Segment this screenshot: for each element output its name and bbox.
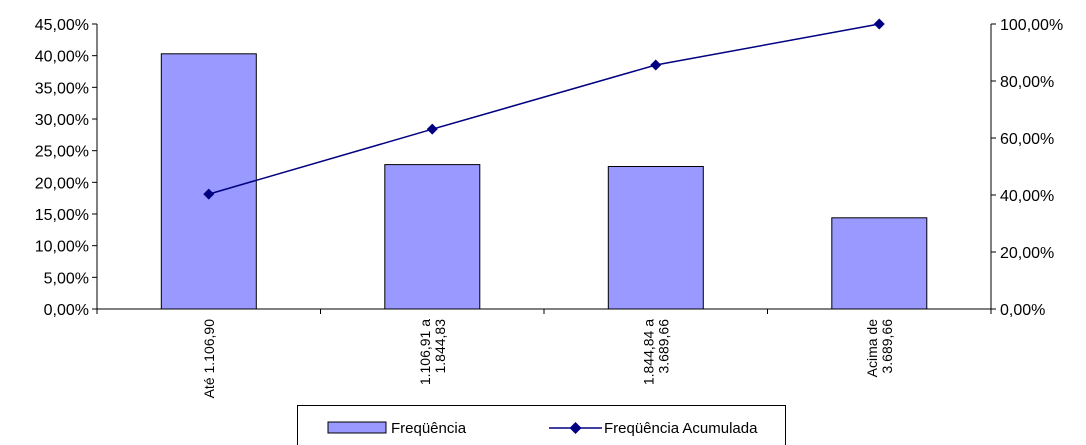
right-tick-label: 60,00%	[1000, 131, 1054, 148]
bar	[607, 166, 704, 310]
left-tick-label: 5,00%	[44, 270, 89, 287]
right-tick-label: 20,00%	[1000, 245, 1054, 262]
legend-bar-label: Freqüência	[391, 420, 467, 437]
legend-line-marker	[569, 422, 582, 434]
left-tick-label: 25,00%	[35, 144, 89, 161]
left-tick-label: 45,00%	[35, 17, 89, 34]
line-point	[203, 188, 215, 200]
bar-series	[160, 53, 928, 310]
right-tick-label: 100,00%	[1000, 17, 1063, 34]
legend-bar-swatch	[327, 421, 387, 434]
cumulative-line	[208, 23, 880, 195]
legend-line-label: Freqüência Acumulada	[604, 420, 758, 437]
cumulative-line-series	[203, 18, 885, 200]
bar	[831, 217, 928, 310]
right-axis-ticks: 0,00% 20,00% 40,00% 60,00% 80,00% 100,00%	[991, 17, 1063, 319]
left-tick-label: 35,00%	[35, 80, 89, 97]
category-label: Acima de3.689,66	[864, 319, 895, 378]
left-tick-label: 0,00%	[44, 302, 89, 319]
category-label: 1.106,91 a1.844,83	[417, 319, 448, 385]
category-labels: Até 1.106,90 1.106,91 a1.844,83 1.844,84 a…	[201, 319, 895, 399]
line-point	[650, 59, 662, 71]
legend: Freqüência Freqüência Acumulada	[297, 405, 786, 445]
line-point	[873, 18, 885, 30]
right-tick-label: 80,00%	[1000, 74, 1054, 91]
left-tick-label: 10,00%	[35, 239, 89, 256]
left-tick-label: 20,00%	[35, 175, 89, 192]
category-label: 1.844,84 a3.689,66	[640, 319, 671, 385]
left-axis-ticks: 0,00% 5,00% 10,00% 15,00% 20,00% 25,00% 30,00%…	[35, 17, 97, 319]
bar	[384, 164, 481, 310]
left-tick-label: 40,00%	[35, 49, 89, 66]
category-label: Até 1.106,90	[201, 319, 217, 399]
left-tick-label: 30,00%	[35, 112, 89, 129]
bar	[160, 53, 257, 310]
line-point	[426, 123, 438, 135]
axes	[96, 24, 992, 314]
right-tick-label: 40,00%	[1000, 188, 1054, 205]
left-tick-label: 15,00%	[35, 207, 89, 224]
right-tick-label: 0,00%	[1000, 302, 1045, 319]
